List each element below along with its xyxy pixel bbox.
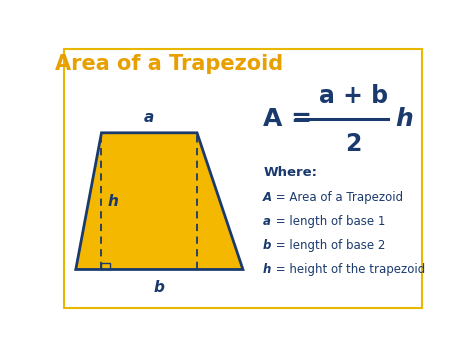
Text: h: h: [395, 107, 413, 131]
Text: h: h: [263, 263, 272, 276]
Text: a + b: a + b: [319, 84, 388, 108]
Text: b: b: [263, 239, 272, 252]
Text: Area of a Trapezoid: Area of a Trapezoid: [55, 54, 283, 75]
Polygon shape: [76, 133, 243, 269]
FancyBboxPatch shape: [64, 49, 422, 308]
Text: = length of base 2: = length of base 2: [272, 239, 385, 252]
Text: A =: A =: [263, 107, 312, 131]
Text: b: b: [154, 280, 165, 295]
Text: = Area of a Trapezoid: = Area of a Trapezoid: [272, 191, 403, 203]
Text: h: h: [108, 193, 118, 209]
Text: = length of base 1: = length of base 1: [272, 215, 385, 228]
Text: A: A: [263, 191, 272, 203]
Text: = height of the trapezoid: = height of the trapezoid: [272, 263, 425, 276]
Text: Where:: Where:: [263, 166, 317, 179]
Text: 2: 2: [345, 132, 361, 156]
Text: a: a: [144, 110, 155, 125]
Text: a: a: [263, 215, 271, 228]
